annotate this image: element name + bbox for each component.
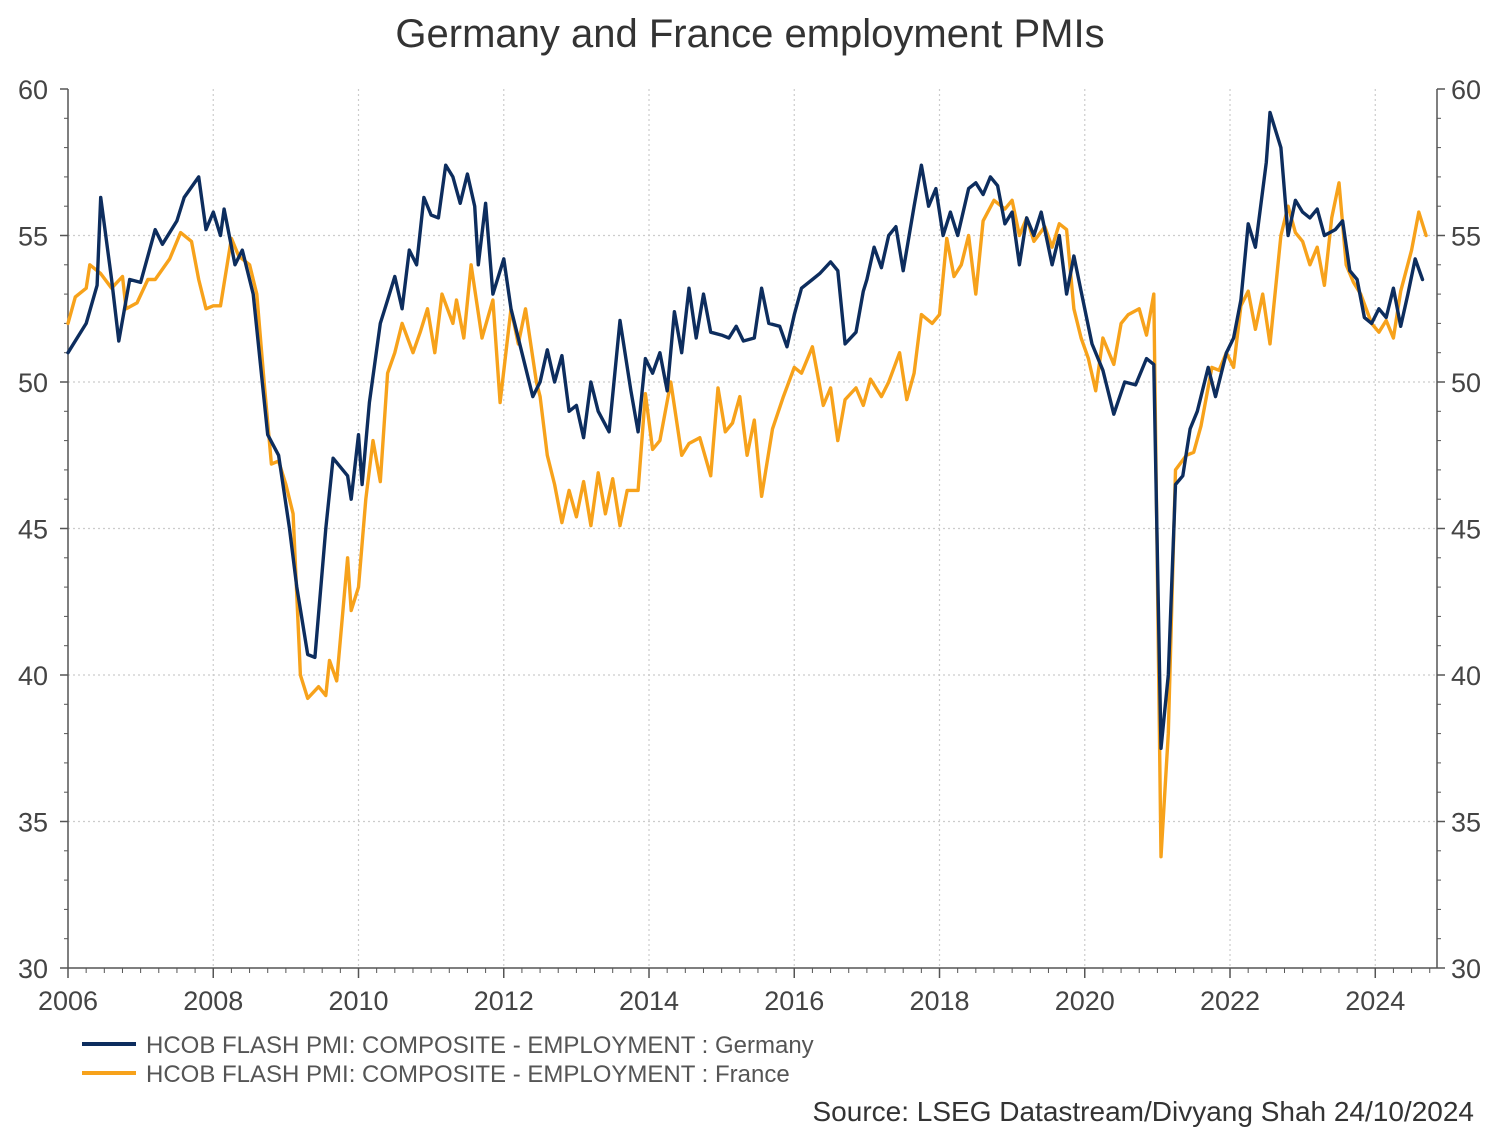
grid-lines [68,89,1437,968]
x-tick-label: 2012 [474,986,534,1016]
x-tick-label: 2010 [328,986,388,1016]
y-tick-label-right: 35 [1451,808,1481,838]
x-tick-label: 2020 [1055,986,1115,1016]
y-tick-label-left: 30 [18,954,48,984]
y-tick-label-left: 45 [18,515,48,545]
tick-labels: 30 30 35 35 40 40 45 45 50 50 55 55 60 60 2006 2008 2010… [18,75,1481,1016]
y-tick-label-right: 45 [1451,515,1481,545]
y-tick-label-right: 60 [1451,75,1481,105]
axes [60,88,1445,978]
y-tick-label-left: 40 [18,661,48,691]
x-tick-label: 2014 [619,986,679,1016]
legend-label-france: HCOB FLASH PMI: COMPOSITE - EMPLOYMENT :… [146,1061,790,1088]
y-tick-label-left: 55 [18,222,48,252]
y-tick-label-right: 30 [1451,954,1481,984]
x-tick-label: 2006 [38,986,98,1016]
legend-label-germany: HCOB FLASH PMI: COMPOSITE - EMPLOYMENT :… [146,1032,814,1059]
y-tick-label-right: 40 [1451,661,1481,691]
series-line-germany [66,110,1425,750]
x-tick-label: 2018 [909,986,969,1016]
y-tick-label-right: 55 [1451,222,1481,252]
x-tick-label: 2022 [1200,986,1260,1016]
source-note: Source: LSEG Datastream/Divyang Shah 24/… [812,1096,1475,1127]
legend: HCOB FLASH PMI: COMPOSITE - EMPLOYMENT :… [82,1032,814,1088]
series-line-france [66,181,1428,859]
x-tick-label: 2024 [1345,986,1405,1016]
y-tick-label-left: 60 [18,75,48,105]
y-tick-label-right: 50 [1451,368,1481,398]
y-tick-label-left: 35 [18,808,48,838]
y-tick-label-left: 50 [18,368,48,398]
series-lines [66,110,1428,859]
x-tick-label: 2016 [764,986,824,1016]
chart-title: Germany and France employment PMIs [395,12,1105,56]
x-tick-label: 2008 [183,986,243,1016]
